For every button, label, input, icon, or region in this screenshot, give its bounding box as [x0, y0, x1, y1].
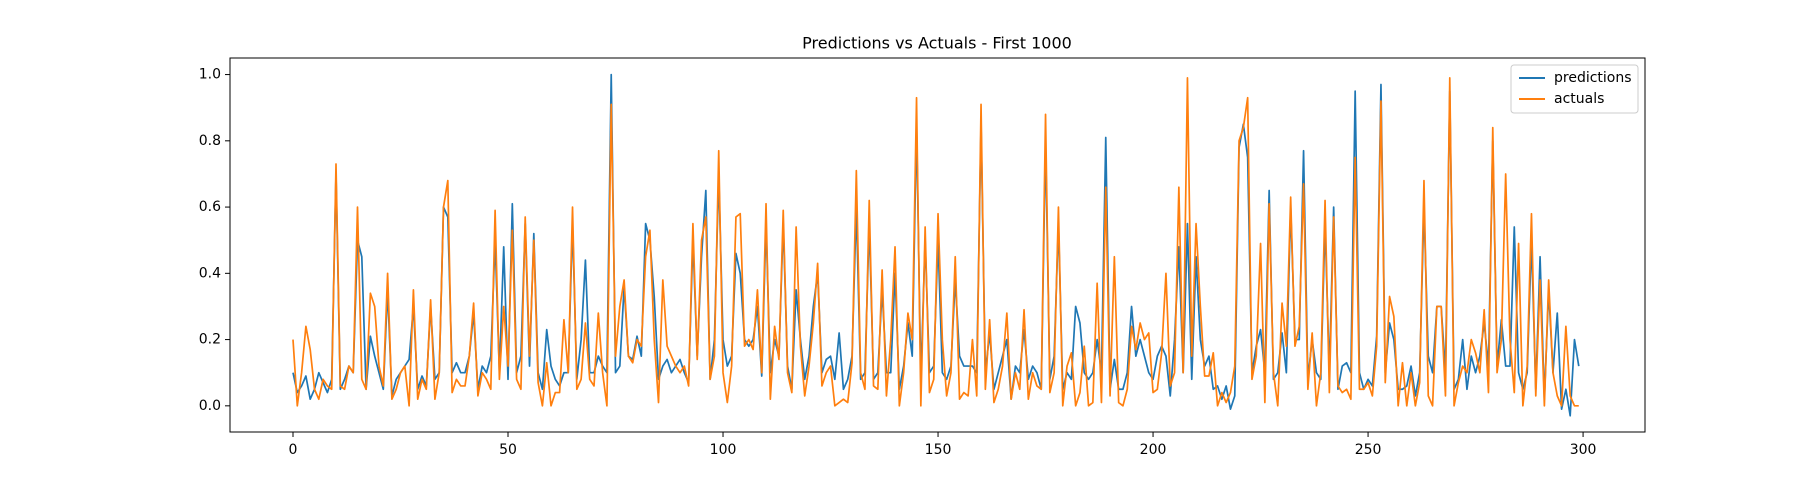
x-tick-label: 250	[1355, 442, 1382, 458]
chart-title: Predictions vs Actuals - First 1000	[802, 34, 1072, 53]
y-tick-label: 0.2	[199, 332, 221, 348]
y-tick-label: 1.0	[199, 67, 221, 83]
legend-label: actuals	[1554, 91, 1604, 107]
y-tick-label: 0.0	[199, 398, 221, 414]
x-tick-label: 0	[289, 442, 298, 458]
x-tick-label: 50	[499, 442, 517, 458]
series-line	[292, 77, 1579, 407]
plot-frame	[229, 57, 1646, 433]
x-tick-label: 100	[710, 442, 737, 458]
legend-label: predictions	[1554, 70, 1632, 86]
x-tick-label: 300	[1570, 442, 1597, 458]
y-tick-label: 0.6	[199, 199, 221, 215]
y-tick-label: 0.8	[199, 133, 221, 149]
y-tick-label: 0.4	[199, 265, 221, 281]
x-tick-label: 150	[925, 442, 952, 458]
x-tick-label: 200	[1140, 442, 1167, 458]
